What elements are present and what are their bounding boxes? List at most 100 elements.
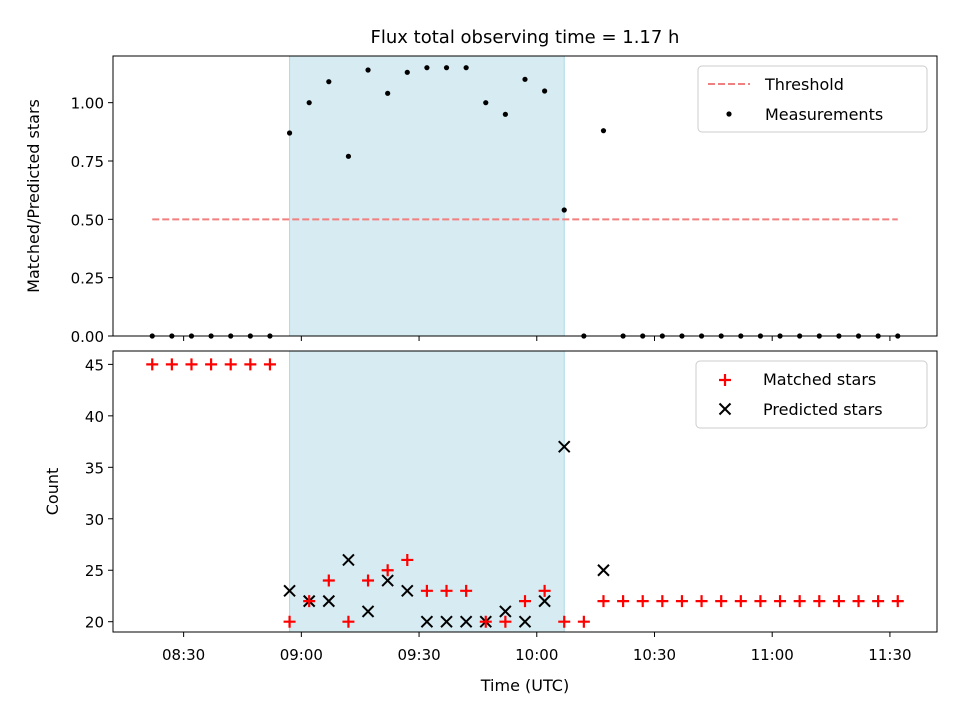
matched-star-marker: [440, 584, 453, 597]
y-tick-label: 1.00: [71, 95, 104, 113]
legend-measurements-swatch: [726, 111, 732, 117]
bottom-y-axis-label: Count: [43, 468, 62, 516]
matched-star-marker: [617, 595, 630, 608]
matched-star-marker: [322, 574, 335, 587]
matched-star-marker: [420, 584, 433, 597]
matched-star-marker: [754, 595, 767, 608]
y-tick-label: 30: [85, 511, 104, 529]
matched-star-marker: [656, 595, 669, 608]
predicted-star-marker: [558, 440, 571, 453]
legend-measurements-label: Measurements: [765, 105, 883, 124]
measurement-point: [443, 65, 450, 71]
bottom-axes-frame: [112, 350, 938, 633]
matched-star-marker: [813, 595, 826, 608]
chart-title: Flux total observing time = 1.17 h: [371, 27, 680, 48]
matched-star-marker: [577, 615, 590, 628]
y-tick-label: 25: [85, 562, 104, 580]
predicted-star-marker: [381, 574, 394, 587]
legend-box: [695, 360, 928, 429]
matched-star-marker: [263, 358, 276, 371]
measurement-point: [502, 111, 508, 117]
matched-star-marker: [734, 595, 747, 608]
matched-star-marker: [793, 595, 806, 608]
bottom-panel: 20 25 30 35 40 45 08:30 09:00 09:30 10:00 10:30 11:…: [43, 350, 938, 695]
matched-star-marker: [891, 595, 904, 608]
legend-matched-label: Matched stars: [763, 370, 876, 389]
y-tick-label: 45: [85, 356, 104, 374]
matched-star-marker: [401, 553, 414, 566]
predicted-star-marker: [459, 615, 473, 628]
matched-star-marker: [675, 595, 688, 608]
top-axes-frame: [112, 55, 938, 337]
matched-star-marker: [303, 595, 316, 608]
matched-star-marker: [774, 595, 787, 608]
predicted-star-marker: [420, 615, 434, 628]
matched-star-marker: [244, 358, 257, 371]
x-tick-label: 11:30: [868, 646, 911, 664]
matched-star-marker: [872, 595, 885, 608]
measurement-point: [483, 100, 489, 106]
x-tick-label: 10:00: [515, 646, 558, 664]
measurement-point: [345, 153, 352, 159]
y-tick-label: 20: [85, 614, 104, 632]
matched-star-marker: [519, 595, 531, 608]
measurement-point: [522, 76, 528, 82]
observing-span: [289, 55, 565, 337]
matched-star-marker: [342, 615, 355, 628]
matched-star-marker: [146, 358, 159, 371]
measurement-point: [326, 79, 332, 85]
x-tick-label: 11:00: [751, 646, 794, 664]
top-panel: 0.00 0.25 0.50 0.75 1.00 Matched/Predicted st…: [24, 55, 938, 346]
matched-star-marker: [558, 615, 571, 628]
matched-star-marker: [499, 615, 512, 628]
matched-star-marker: [597, 595, 610, 608]
x-axis-label: Time (UTC): [480, 676, 569, 695]
measurement-point: [404, 69, 410, 75]
matched-star-marker: [224, 358, 237, 371]
matched-star-marker: [832, 595, 845, 608]
predicted-star-marker: [361, 605, 375, 618]
measurement-point: [542, 88, 548, 94]
y-tick-label: 0.50: [71, 211, 104, 229]
matched-star-marker: [283, 615, 296, 628]
x-tick-label: 10:30: [633, 646, 676, 664]
legend-predicted-label: Predicted stars: [763, 400, 883, 419]
predicted-star-marker: [518, 615, 532, 628]
measurement-point: [424, 65, 430, 71]
matched-star-marker: [185, 358, 198, 371]
top-legend: Threshold Measurements: [697, 65, 928, 133]
y-tick-label: 35: [85, 459, 104, 477]
predicted-star-marker: [342, 553, 355, 567]
matched-star-marker: [636, 595, 649, 608]
matched-star-marker: [460, 584, 473, 597]
legend-predicted-swatch: [718, 402, 732, 416]
y-tick-label: 40: [85, 408, 104, 426]
predicted-star-marker: [440, 615, 453, 628]
measurement-point: [385, 90, 391, 96]
matched-star-marker: [715, 595, 728, 608]
predicted-star-marker: [401, 584, 414, 598]
predicted-star-marker: [283, 584, 296, 598]
y-tick-label: 0.75: [71, 153, 104, 171]
top-y-axis-label: Matched/Predicted stars: [24, 99, 43, 293]
y-tick-label: 0.00: [71, 328, 104, 346]
matched-star-marker: [695, 595, 708, 608]
predicted-star-marker: [538, 594, 551, 608]
bottom-legend: Matched stars Predicted stars: [695, 360, 928, 429]
legend-box: [697, 65, 928, 133]
x-tick-label: 09:30: [397, 646, 440, 664]
predicted-star-marker: [322, 594, 336, 608]
measurement-point: [600, 128, 607, 134]
measurement-point: [306, 100, 312, 106]
measurement-point: [463, 65, 469, 71]
matched-star-marker: [165, 358, 178, 371]
matched-star-marker: [852, 595, 865, 608]
matched-star-marker: [362, 574, 375, 587]
legend-matched-swatch: [719, 374, 731, 386]
matched-star-marker: [205, 358, 218, 371]
predicted-star-marker: [597, 564, 610, 577]
matched-star-marker: [538, 584, 551, 597]
legend-threshold-label: Threshold: [764, 75, 844, 94]
matched-star-marker: [479, 615, 492, 628]
